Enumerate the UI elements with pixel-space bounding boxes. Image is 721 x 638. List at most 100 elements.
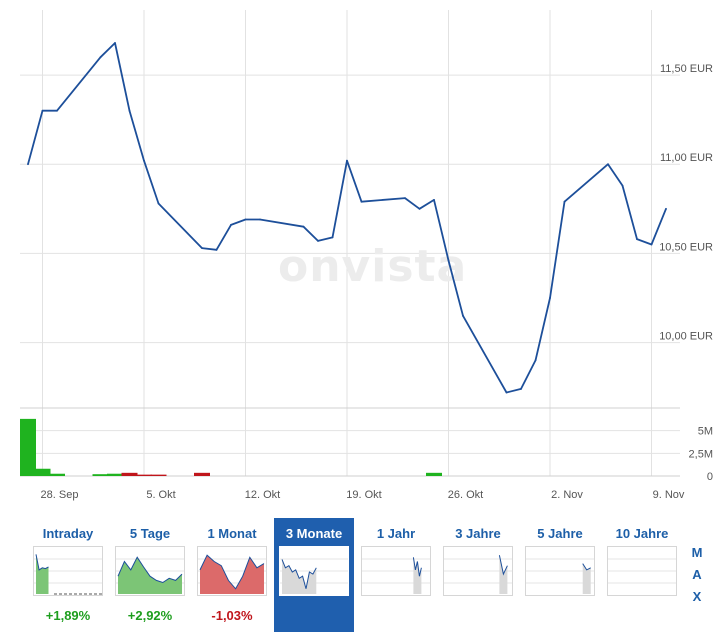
price-tick-label: 10,50 EUR bbox=[659, 241, 713, 253]
range-tab-thumbnail bbox=[279, 546, 349, 596]
max-button-m: M bbox=[691, 545, 703, 560]
range-tab-label: 3 Jahre bbox=[455, 526, 501, 541]
price-point bbox=[505, 391, 508, 394]
price-tick-label: 10,00 EUR bbox=[659, 331, 713, 343]
range-tab[interactable]: 1 Jahr bbox=[356, 518, 436, 632]
price-point bbox=[244, 218, 247, 221]
price-point bbox=[607, 163, 609, 166]
thumbnail-line bbox=[199, 554, 265, 590]
price-point bbox=[636, 238, 638, 241]
volume-bar bbox=[136, 474, 152, 476]
volume-bar bbox=[34, 468, 51, 476]
price-point bbox=[230, 223, 232, 226]
thumbnail-sparkline bbox=[116, 556, 184, 594]
max-button-x: X bbox=[692, 589, 702, 604]
thumbnail-area bbox=[413, 557, 422, 594]
price-point bbox=[99, 56, 102, 59]
price-point bbox=[534, 359, 537, 362]
range-tab[interactable]: 5 Jahre bbox=[520, 518, 600, 632]
price-point bbox=[346, 159, 348, 162]
volume-tick-label: 5M bbox=[698, 426, 713, 438]
volume-tick-label: 0 bbox=[707, 471, 713, 483]
thumbnail-sparkline bbox=[608, 558, 676, 584]
price-point bbox=[114, 42, 116, 44]
price-point bbox=[360, 200, 363, 203]
volume-axis-labels: 5M 2,5M 0 bbox=[689, 426, 713, 483]
range-tab[interactable]: 5 Tage +2,92% bbox=[110, 518, 190, 632]
range-tab-thumbnail bbox=[443, 546, 513, 596]
date-tick-label: 2. Nov bbox=[551, 489, 583, 501]
date-tick-label: 19. Okt bbox=[346, 489, 381, 501]
date-tick-label: 12. Okt bbox=[245, 489, 280, 501]
thumbnail-area bbox=[200, 555, 264, 594]
thumbnail-line bbox=[582, 563, 591, 571]
volume-bar bbox=[20, 418, 36, 476]
price-point bbox=[650, 243, 653, 246]
price-point bbox=[433, 199, 435, 201]
price-point bbox=[157, 202, 160, 205]
price-point bbox=[56, 109, 58, 112]
thumbnail-line bbox=[412, 557, 422, 577]
price-chart: onvista 11,50 EUR 11,00 EUR 10,50 EUR 10,00… bbox=[20, 10, 713, 501]
range-tab-label: 10 Jahre bbox=[615, 526, 669, 541]
range-tab-thumbnail bbox=[361, 546, 431, 596]
thumbnail-line bbox=[281, 559, 317, 589]
price-point bbox=[128, 109, 131, 112]
thumbnail-sparkline bbox=[280, 558, 348, 594]
range-tab-thumbnail bbox=[525, 546, 595, 596]
price-point bbox=[302, 225, 305, 228]
range-tab-thumbnail bbox=[33, 546, 103, 596]
price-tick-label: 11,50 EUR bbox=[660, 63, 713, 75]
thumbnail-line bbox=[498, 555, 508, 576]
chart-grid bbox=[20, 10, 680, 477]
volume-bar bbox=[92, 474, 109, 476]
range-tab-label: 3 Monate bbox=[285, 526, 343, 541]
thumbnail-sparkline bbox=[526, 558, 594, 594]
range-tab-change: +2,92% bbox=[127, 608, 173, 623]
range-tab[interactable]: 3 Jahre bbox=[438, 518, 518, 632]
price-tick-label: 11,00 EUR bbox=[660, 152, 713, 164]
thumbnail-sparkline bbox=[444, 555, 512, 594]
thumbnail-sparkline bbox=[198, 554, 266, 594]
range-tab-label: 1 Monat bbox=[207, 526, 257, 541]
date-tick-label: 5. Okt bbox=[146, 489, 175, 501]
range-tab[interactable]: Intraday +1,89% bbox=[28, 518, 108, 632]
range-tab[interactable]: 10 Jahre bbox=[602, 518, 682, 632]
volume-bar bbox=[150, 474, 167, 476]
range-tab-label: 1 Jahr bbox=[376, 526, 416, 541]
range-tab[interactable]: 1 Monat -1,03% bbox=[192, 518, 272, 632]
range-tab-label: 5 Tage bbox=[129, 526, 171, 541]
price-point bbox=[143, 159, 145, 162]
date-tick-label: 28. Sep bbox=[41, 489, 79, 501]
range-tabs: Intraday +1,89% 5 Tage +2,92% 1 Monat -1,03% 3… bbox=[28, 518, 678, 632]
thumbnail-sparkline bbox=[362, 557, 430, 594]
thumbnail-area bbox=[36, 554, 49, 594]
price-point bbox=[621, 184, 624, 187]
date-tick-label: 9. Nov bbox=[653, 489, 685, 501]
range-tab-thumbnail bbox=[607, 546, 677, 596]
price-point bbox=[331, 236, 334, 239]
price-point bbox=[549, 297, 551, 299]
price-point bbox=[201, 247, 203, 249]
price-axis-labels: 11,50 EUR 11,00 EUR 10,50 EUR 10,00 EUR bbox=[659, 63, 713, 343]
range-tab-thumbnail bbox=[197, 546, 267, 596]
date-tick-label: 26. Okt bbox=[448, 489, 483, 501]
max-button[interactable]: M A X bbox=[688, 542, 706, 608]
price-point bbox=[404, 197, 406, 200]
thumbnail-line bbox=[35, 554, 49, 571]
price-point bbox=[520, 388, 522, 390]
range-tab[interactable]: 3 Monate bbox=[274, 518, 354, 632]
price-point bbox=[563, 200, 566, 203]
price-point bbox=[462, 314, 464, 317]
date-axis-labels: 28. Sep 5. Okt 12. Okt 19. Okt 26. Okt 2. Nov… bbox=[41, 489, 685, 501]
range-tab-change: +1,89% bbox=[45, 608, 91, 623]
range-tab-label: 5 Jahre bbox=[537, 526, 583, 541]
range-tab-thumbnail bbox=[115, 546, 185, 596]
thumbnail-area bbox=[582, 563, 591, 594]
volume-bar bbox=[107, 473, 123, 476]
price-point bbox=[447, 259, 450, 262]
thumbnail-area bbox=[118, 557, 182, 594]
volume-bar bbox=[194, 472, 210, 476]
onvista-watermark: onvista bbox=[278, 241, 467, 292]
volume-bar bbox=[49, 473, 65, 476]
